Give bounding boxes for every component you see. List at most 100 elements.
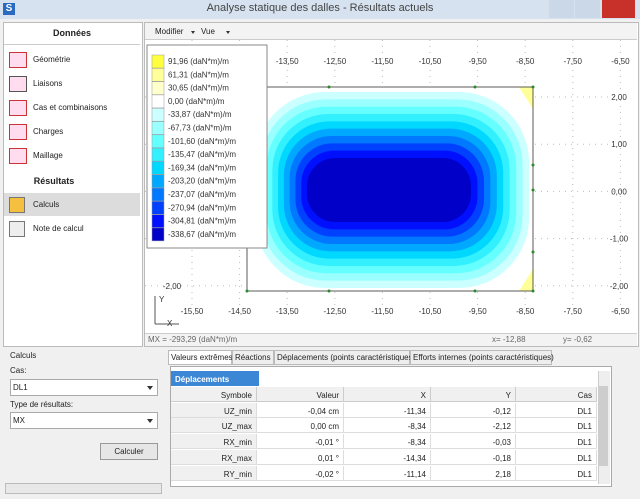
table-title-bg — [171, 371, 259, 386]
legend-swatch — [151, 147, 165, 162]
item-icon — [9, 221, 25, 237]
axis-label: Y — [159, 295, 165, 304]
dropdown-arrow — [147, 419, 153, 423]
maximize-button[interactable] — [575, 0, 600, 18]
tick-label: -13,50 — [276, 57, 299, 66]
button[interactable] — [100, 443, 158, 460]
tick-label: -10,50 — [419, 307, 442, 316]
tick-label: -9,50 — [468, 57, 487, 66]
tick-label: -13,50 — [276, 307, 299, 316]
tick-label: -12,50 — [323, 307, 346, 316]
cell — [344, 418, 431, 434]
dropdown[interactable] — [10, 379, 158, 396]
tab-label: Déplacements (points caractéristiques) — [277, 353, 416, 362]
cell — [344, 434, 431, 450]
status-text: x= -12,88 — [492, 335, 526, 344]
column-header-label: Valeur — [316, 391, 339, 400]
cell — [431, 402, 516, 418]
column-header — [171, 387, 257, 402]
legend-label: -169,34 (daN*m)/m — [168, 163, 236, 172]
cell — [171, 418, 257, 434]
tick-label: -6,50 — [611, 307, 630, 316]
column-header — [257, 387, 344, 402]
button-label: Calculer — [114, 447, 144, 456]
cell — [431, 465, 516, 481]
close-button[interactable] — [602, 0, 635, 18]
legend-label: -33,87 (daN*m)/m — [168, 110, 232, 119]
menu[interactable]: Modifier — [155, 27, 184, 36]
dropdown[interactable] — [10, 412, 158, 429]
cell — [257, 465, 344, 481]
tab[interactable] — [232, 350, 274, 365]
legend-label: -338,67 (daN*m)/m — [168, 230, 236, 239]
cell — [257, 434, 344, 450]
tick-label: 1,00 — [611, 140, 627, 149]
selection — [4, 193, 140, 216]
app-icon: S — [3, 3, 15, 15]
cell — [171, 434, 257, 450]
legend-box — [146, 44, 268, 249]
legend-label: -101,60 (daN*m)/m — [168, 137, 236, 146]
tick-label: 2,00 — [611, 93, 627, 102]
window-title: Analyse statique des dalles - Résultats … — [206, 2, 434, 14]
legend-label: -270,94 (daN*m)/m — [168, 203, 236, 212]
dropdown-value: DL1 — [13, 383, 28, 392]
tick-label: -7,50 — [564, 57, 583, 66]
cell — [344, 402, 431, 418]
tab-label: Efforts internes (points caractéristique… — [413, 353, 554, 362]
sidebar-item[interactable]: Liaisons — [33, 79, 63, 88]
node — [531, 289, 535, 293]
menu-arrow — [191, 31, 195, 34]
tab[interactable] — [410, 350, 552, 365]
title-bar — [0, 0, 640, 19]
cell — [431, 418, 516, 434]
label: Type de résultats: — [10, 400, 74, 409]
legend-swatch — [151, 201, 165, 215]
tab[interactable] — [168, 350, 232, 365]
minimize-button[interactable] — [549, 0, 574, 18]
cell — [516, 434, 597, 450]
section-header: Données — [52, 28, 91, 38]
menu[interactable]: Vue — [201, 27, 215, 36]
column-header-label: Symbole — [220, 391, 252, 400]
node — [531, 250, 535, 254]
status-bar — [145, 333, 637, 346]
dropdown-arrow — [147, 386, 153, 390]
cell-text: 2,18 — [495, 469, 511, 479]
cell-text: UZ_max — [221, 422, 252, 432]
tick-label: -2,00 — [163, 282, 182, 291]
tick-label: 0,00 — [611, 187, 627, 196]
tick-label: -15,50 — [181, 307, 204, 316]
legend-swatch — [151, 68, 165, 82]
column-header — [516, 387, 597, 402]
cell — [516, 449, 597, 465]
sidebar-item[interactable]: Calculs — [33, 200, 60, 209]
cell — [257, 418, 344, 434]
node — [327, 289, 331, 293]
column-header-label: X — [420, 391, 426, 400]
cell — [257, 402, 344, 418]
scroll-thumb — [599, 386, 608, 466]
tab[interactable] — [274, 350, 410, 365]
cell-text: -0,04 cm — [307, 406, 339, 416]
table-title: Déplacements — [175, 375, 230, 384]
legend-swatch — [151, 54, 165, 69]
tick-label: -12,50 — [323, 57, 346, 66]
cell-text: RY_min — [223, 469, 252, 479]
sidebar-item[interactable]: Note de calcul — [33, 224, 84, 233]
sidebar-item[interactable]: Maillage — [33, 151, 63, 160]
tab-label: Valeurs extrêmes — [171, 353, 233, 362]
sidebar-item[interactable]: Cas et combinaisons — [33, 103, 108, 112]
node — [531, 163, 535, 167]
tab-label: Réactions — [235, 353, 271, 362]
tick-label: -11,50 — [371, 307, 394, 316]
sidebar-item[interactable]: Géométrie — [33, 55, 71, 64]
column-header-label: Y — [505, 391, 511, 400]
sidebar-item[interactable]: Charges — [33, 127, 64, 136]
cell-text: -8,34 — [407, 422, 426, 432]
cell-text: DL1 — [577, 406, 592, 416]
node — [473, 85, 477, 89]
node — [531, 85, 535, 89]
toolbar — [145, 23, 637, 40]
